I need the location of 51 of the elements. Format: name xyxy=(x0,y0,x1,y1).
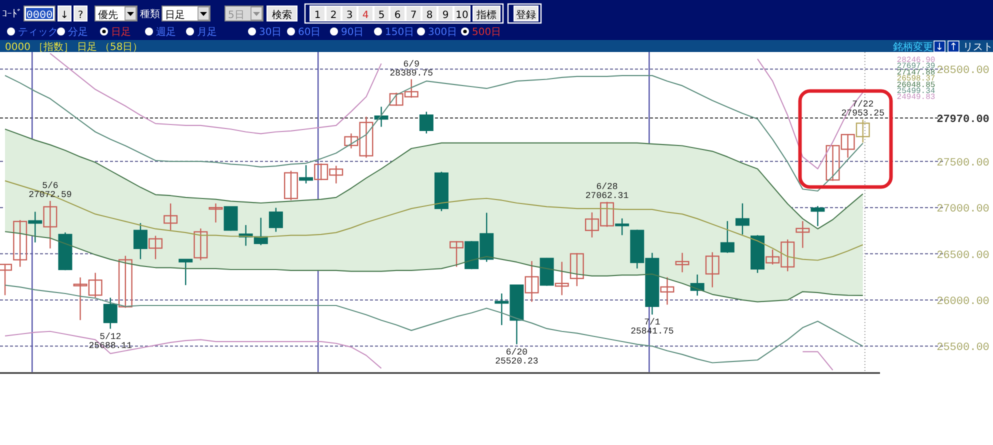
candlestick xyxy=(148,235,163,260)
candlestick xyxy=(73,276,88,321)
candlestick xyxy=(735,202,750,236)
candlestick xyxy=(810,205,825,227)
candlestick xyxy=(584,212,599,238)
candlestick xyxy=(494,292,509,326)
candlestick xyxy=(88,272,102,298)
candlestick xyxy=(766,248,780,266)
annotation: 6/9 28389.75 xyxy=(390,59,433,78)
candlestick xyxy=(419,111,434,134)
y-tick-label: 28500.00 xyxy=(936,65,990,78)
candlestick xyxy=(660,276,674,306)
y-tick-label: 27000.00 xyxy=(936,204,990,216)
candlestick xyxy=(194,228,208,261)
candlestick xyxy=(554,261,569,296)
candlestick xyxy=(570,252,584,287)
candlestick xyxy=(796,220,810,248)
text: 24949.83 xyxy=(896,93,936,102)
candlestick xyxy=(780,238,795,272)
y-tick-label: 27500.00 xyxy=(936,157,990,170)
annotation: 7/22 27953.25 xyxy=(841,100,884,119)
candlestick xyxy=(164,202,178,231)
candlestick xyxy=(13,219,28,268)
y-tick-label: 26500.00 xyxy=(936,250,990,262)
candlestick xyxy=(359,116,374,158)
candlestick xyxy=(299,164,314,184)
annotation: 6/20 25520.23 xyxy=(495,347,538,366)
candlestick xyxy=(103,297,118,330)
candlestick xyxy=(329,165,344,184)
candlestick xyxy=(450,240,464,268)
ref-line-label: 27970.00 xyxy=(936,114,990,126)
y-tick-label: 25500.00 xyxy=(936,342,990,354)
candlestick xyxy=(856,118,870,144)
candlestick xyxy=(28,211,42,244)
candlestick xyxy=(344,132,358,150)
candlestick xyxy=(615,218,630,236)
candlestick xyxy=(675,252,690,273)
annotation: 5/12 25688.11 xyxy=(88,332,132,351)
y-tick-label: 26000.00 xyxy=(936,296,990,308)
candlestick xyxy=(404,78,418,98)
candlestick xyxy=(840,134,855,158)
candlestick xyxy=(133,222,148,260)
candlestick xyxy=(524,260,539,302)
chart-title: 0000 ［指数］ 日足 （58日） xyxy=(5,41,143,53)
candlestick xyxy=(208,202,223,224)
candlestick xyxy=(268,207,283,232)
annotation: 6/28 27062.31 xyxy=(585,182,629,201)
candlestick xyxy=(43,200,58,250)
candlestick xyxy=(178,258,193,286)
candlestick xyxy=(705,252,720,288)
candlestick xyxy=(720,220,734,254)
